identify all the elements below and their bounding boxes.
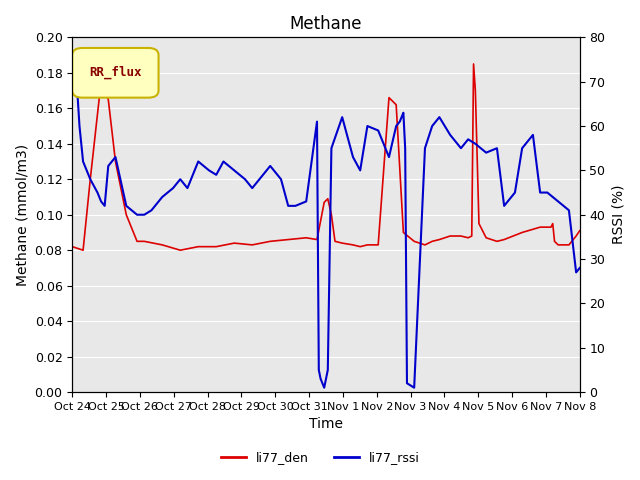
li77_rssi xyxy=(212,172,220,178)
li77_rssi xyxy=(68,57,76,62)
li77_rssi xyxy=(319,380,326,386)
li77_den xyxy=(421,242,429,248)
li77_den xyxy=(328,212,335,217)
li77_rssi xyxy=(436,114,444,120)
li77_den xyxy=(470,61,477,67)
li77_den xyxy=(428,239,436,244)
X-axis label: Time: Time xyxy=(309,418,343,432)
FancyBboxPatch shape xyxy=(72,48,159,97)
li77_den xyxy=(177,247,184,253)
li77_den xyxy=(576,228,584,234)
Legend: li77_den, li77_rssi: li77_den, li77_rssi xyxy=(216,446,424,469)
li77_rssi xyxy=(554,199,562,204)
li77_den xyxy=(399,229,407,235)
li77_rssi xyxy=(374,128,382,133)
li77_rssi xyxy=(321,385,328,391)
Y-axis label: RSSI (%): RSSI (%) xyxy=(611,185,625,244)
Line: li77_rssi: li77_rssi xyxy=(72,60,580,388)
Line: li77_den: li77_den xyxy=(72,64,580,250)
Title: Methane: Methane xyxy=(290,15,362,33)
Y-axis label: Methane (mmol/m3): Methane (mmol/m3) xyxy=(15,144,29,286)
li77_den xyxy=(464,235,472,240)
li77_rssi xyxy=(76,123,83,129)
li77_rssi xyxy=(576,265,584,271)
li77_den xyxy=(79,247,87,253)
Text: RR_flux: RR_flux xyxy=(89,66,141,80)
li77_den xyxy=(68,244,76,250)
